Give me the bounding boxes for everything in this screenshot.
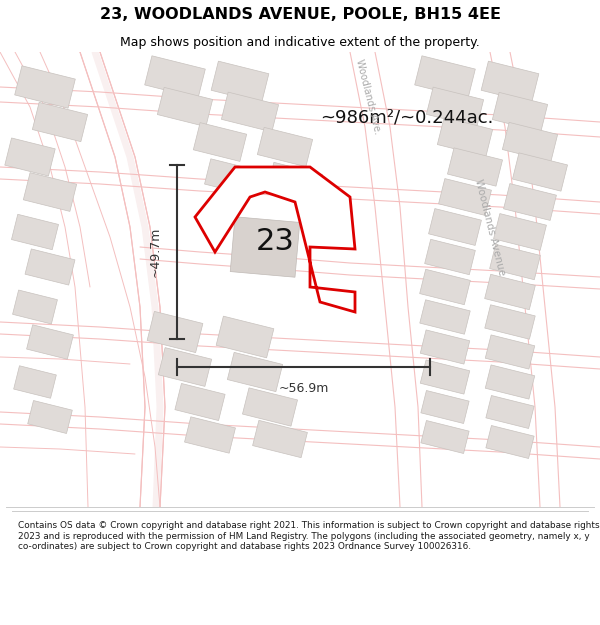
Polygon shape xyxy=(421,421,469,454)
Polygon shape xyxy=(11,214,59,250)
Polygon shape xyxy=(23,173,77,211)
Polygon shape xyxy=(486,426,534,459)
Text: Contains OS data © Crown copyright and database right 2021. This information is : Contains OS data © Crown copyright and d… xyxy=(18,521,599,551)
Polygon shape xyxy=(268,162,322,199)
Polygon shape xyxy=(439,179,491,216)
Text: ~49.7m: ~49.7m xyxy=(149,227,161,278)
Text: ~986m²/~0.244ac.: ~986m²/~0.244ac. xyxy=(320,108,493,126)
Text: Woodlands Avenue: Woodlands Avenue xyxy=(473,177,507,276)
Polygon shape xyxy=(145,56,205,98)
Polygon shape xyxy=(205,159,256,195)
Text: 23: 23 xyxy=(256,228,295,256)
Polygon shape xyxy=(193,122,247,161)
Polygon shape xyxy=(428,209,481,246)
Polygon shape xyxy=(494,214,547,251)
Polygon shape xyxy=(448,148,503,186)
Polygon shape xyxy=(221,92,278,132)
Polygon shape xyxy=(185,417,235,453)
Polygon shape xyxy=(158,348,212,386)
Polygon shape xyxy=(253,421,307,457)
Polygon shape xyxy=(14,66,76,108)
Polygon shape xyxy=(230,217,300,278)
Polygon shape xyxy=(26,325,73,359)
Polygon shape xyxy=(227,352,283,392)
Polygon shape xyxy=(503,184,556,221)
Polygon shape xyxy=(242,388,298,426)
Polygon shape xyxy=(485,335,535,369)
Text: Map shows position and indicative extent of the property.: Map shows position and indicative extent… xyxy=(120,36,480,49)
Polygon shape xyxy=(420,330,470,364)
Polygon shape xyxy=(502,122,557,162)
Polygon shape xyxy=(211,61,269,103)
Polygon shape xyxy=(485,274,535,310)
Polygon shape xyxy=(195,167,355,312)
Polygon shape xyxy=(257,127,313,167)
Polygon shape xyxy=(28,401,73,434)
Polygon shape xyxy=(512,153,568,191)
Polygon shape xyxy=(481,61,539,103)
Polygon shape xyxy=(175,384,225,421)
Text: ~56.9m: ~56.9m xyxy=(278,382,329,396)
Polygon shape xyxy=(421,391,469,424)
Polygon shape xyxy=(485,305,535,339)
Polygon shape xyxy=(420,300,470,334)
Polygon shape xyxy=(32,102,88,142)
Text: Woodlands Ave.: Woodlands Ave. xyxy=(354,58,382,136)
Text: 23, WOODLANDS AVENUE, POOLE, BH15 4EE: 23, WOODLANDS AVENUE, POOLE, BH15 4EE xyxy=(100,7,500,22)
Polygon shape xyxy=(490,244,541,280)
Polygon shape xyxy=(493,92,548,132)
Polygon shape xyxy=(157,88,212,127)
Polygon shape xyxy=(425,239,475,275)
Polygon shape xyxy=(415,56,475,98)
Polygon shape xyxy=(14,366,56,398)
Polygon shape xyxy=(486,396,534,429)
Polygon shape xyxy=(427,87,484,127)
Polygon shape xyxy=(13,290,58,324)
Polygon shape xyxy=(5,138,55,176)
Polygon shape xyxy=(419,269,470,305)
Polygon shape xyxy=(25,249,75,285)
Polygon shape xyxy=(437,118,493,157)
Polygon shape xyxy=(216,316,274,358)
Polygon shape xyxy=(147,311,203,352)
Polygon shape xyxy=(485,365,535,399)
Polygon shape xyxy=(420,360,470,394)
